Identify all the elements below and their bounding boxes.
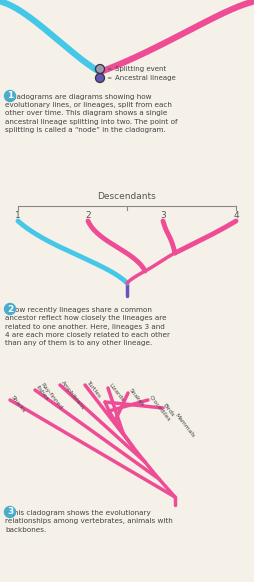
Text: Ancestral lineage: Ancestral lineage <box>115 75 176 81</box>
Circle shape <box>5 90 15 101</box>
Circle shape <box>96 73 104 83</box>
Text: Lizards: Lizards <box>108 383 125 403</box>
Text: 2: 2 <box>85 211 91 220</box>
Text: Sharks: Sharks <box>10 395 26 414</box>
Text: Snakes: Snakes <box>128 388 145 408</box>
Text: 3: 3 <box>160 211 166 220</box>
Text: Birds: Birds <box>162 403 175 418</box>
Text: Mammals: Mammals <box>174 413 196 439</box>
Text: 2: 2 <box>7 304 13 314</box>
Text: 1: 1 <box>15 211 21 220</box>
Circle shape <box>5 303 15 314</box>
Text: 1: 1 <box>7 91 13 101</box>
Text: Amphibians: Amphibians <box>60 380 86 411</box>
Circle shape <box>5 506 15 517</box>
Text: This cladogram shows the evolutionary
relationships among vertebrates, animals w: This cladogram shows the evolutionary re… <box>5 510 173 533</box>
Circle shape <box>96 65 104 73</box>
Text: 4: 4 <box>233 211 239 220</box>
Text: Crocodiles: Crocodiles <box>148 395 171 423</box>
Text: 3: 3 <box>7 508 13 516</box>
Text: Cladograms are diagrams showing how
evolutionary lines, or lineages, split from : Cladograms are diagrams showing how evol… <box>5 94 178 133</box>
Text: Splitting event: Splitting event <box>115 66 166 72</box>
Text: Descendants: Descendants <box>98 192 156 201</box>
Text: Ray-finned
fishes: Ray-finned fishes <box>35 382 63 413</box>
Text: Turtles: Turtles <box>85 380 101 399</box>
Text: How recently lineages share a common
ancestor reflect how closely the lineages a: How recently lineages share a common anc… <box>5 307 170 346</box>
